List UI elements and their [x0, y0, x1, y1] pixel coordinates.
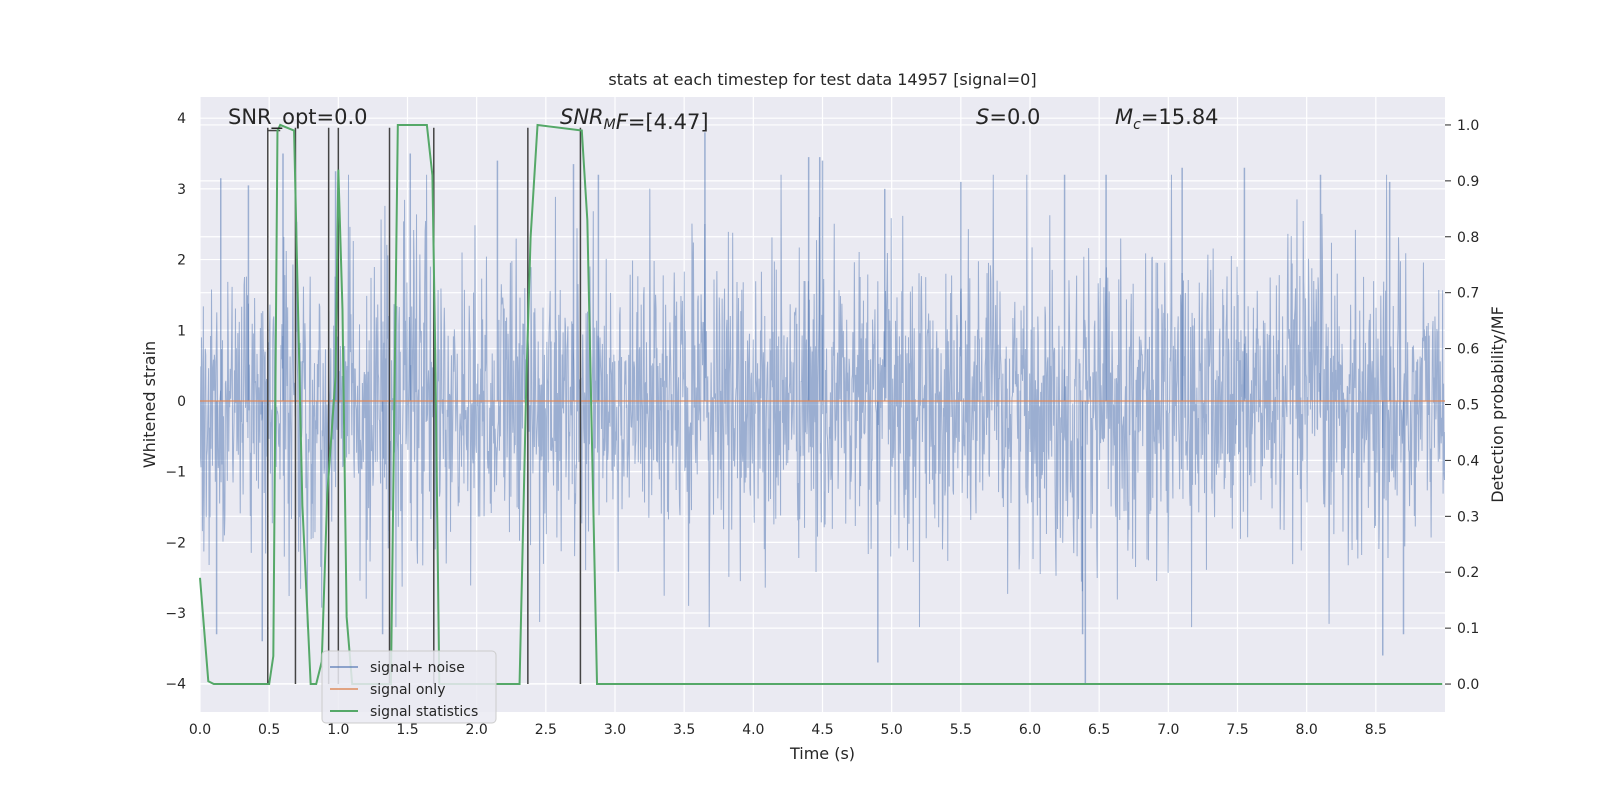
annotation-snr-opt: SNR_opt=0.0: [228, 105, 368, 130]
annotation-s: S=0.0: [976, 105, 1040, 129]
x-tick-label: 1.5: [396, 722, 418, 738]
y-tick-label-right: 0.6: [1457, 342, 1479, 358]
y-tick-label-right: 0.1: [1457, 621, 1479, 637]
legend-label: signal only: [370, 682, 445, 698]
y-tick-label-right: 0.0: [1457, 677, 1479, 693]
x-tick-label: 7.5: [1226, 722, 1248, 738]
y-tick-label-left: −1: [165, 465, 186, 481]
x-tick-label: 6.5: [1088, 722, 1110, 738]
x-tick-label: 0.0: [189, 722, 211, 738]
y-tick-label-right: 0.2: [1457, 565, 1479, 581]
y-tick-label-left: −2: [165, 535, 186, 551]
x-tick-label: 5.5: [950, 722, 972, 738]
y-tick-label-right: 0.5: [1457, 398, 1479, 414]
x-tick-label: 0.5: [258, 722, 280, 738]
y-axis-label-right: Detection probability/MF: [1488, 306, 1507, 503]
y-tick-label-left: 0: [177, 394, 186, 410]
y-tick-label-right: 1.0: [1457, 118, 1479, 134]
y-tick-label-right: 0.4: [1457, 453, 1479, 469]
x-tick-label: 6.0: [1019, 722, 1041, 738]
annotation-mc: Mc=15.84: [1115, 105, 1219, 133]
x-tick-label: 4.5: [811, 722, 833, 738]
x-tick-label: 8.5: [1365, 722, 1387, 738]
y-tick-label-left: 2: [177, 253, 186, 269]
x-tick-label: 8.0: [1296, 722, 1318, 738]
y-tick-label-right: 0.8: [1457, 230, 1479, 246]
x-axis-label: Time (s): [789, 744, 855, 763]
legend-label: signal statistics: [370, 704, 478, 720]
y-tick-label-left: −3: [165, 606, 186, 622]
y-axis-label-left: Whitened strain: [140, 341, 159, 468]
legend-label: signal+ noise: [370, 660, 465, 676]
y-tick-label-right: 0.9: [1457, 174, 1479, 190]
x-tick-label: 2.0: [466, 722, 488, 738]
x-tick-label: 1.0: [327, 722, 349, 738]
x-tick-label: 4.0: [742, 722, 764, 738]
y-tick-label-right: 0.7: [1457, 286, 1479, 302]
y-tick-label-left: −4: [165, 677, 186, 693]
y-tick-label-left: 1: [177, 323, 186, 339]
legend-box: [321, 650, 497, 724]
chart-title: stats at each timestep for test data 149…: [608, 70, 1036, 89]
y-tick-label-left: 4: [177, 111, 186, 127]
x-tick-label: 7.0: [1157, 722, 1179, 738]
annotation-snr-mf: SNRMF=[4.47]: [560, 105, 709, 134]
y-tick-label-left: 3: [177, 182, 186, 198]
x-tick-label: 3.5: [673, 722, 695, 738]
x-tick-label: 5.0: [881, 722, 903, 738]
x-tick-label: 3.0: [604, 722, 626, 738]
y-tick-label-right: 0.3: [1457, 509, 1479, 525]
x-tick-label: 2.5: [535, 722, 557, 738]
